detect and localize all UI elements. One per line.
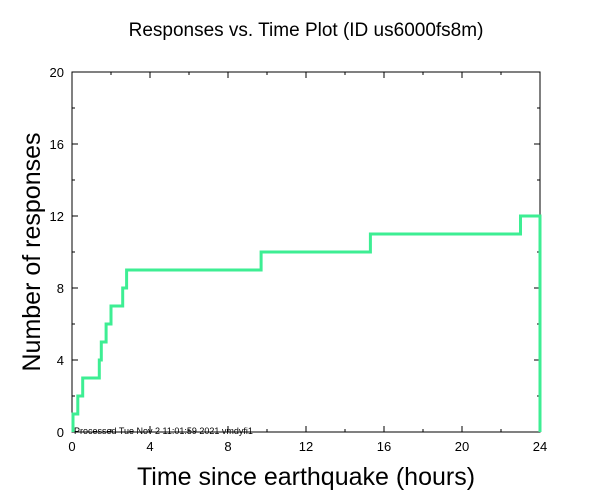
y-tick-label: 4 xyxy=(57,353,64,368)
chart-title: Responses vs. Time Plot (ID us6000fs8m) xyxy=(129,20,484,41)
responses-step-line xyxy=(71,214,542,432)
x-tick-label: 16 xyxy=(377,439,391,454)
y-tick-label: 20 xyxy=(50,65,64,80)
y-tick-label: 16 xyxy=(50,137,64,152)
processed-footnote: Processed Tue Nov 2 11:01:59 2021 vmdyfi… xyxy=(74,426,253,436)
x-axis-label: Time since earthquake (hours) xyxy=(137,463,475,491)
x-tick-label: 24 xyxy=(533,439,547,454)
x-tick-label: 12 xyxy=(299,439,313,454)
x-tick-label: 8 xyxy=(224,439,231,454)
x-tick-label: 0 xyxy=(68,439,75,454)
x-tick-label: 20 xyxy=(455,439,469,454)
tick-labels: 0 4 8 12 16 20 24 0 4 8 12 16 20 xyxy=(50,65,548,454)
y-tick-label: 0 xyxy=(57,425,64,440)
y-axis-label: Number of responses xyxy=(18,132,46,371)
x-tick-label: 4 xyxy=(146,439,153,454)
y-tick-label: 8 xyxy=(57,281,64,296)
y-tick-label: 12 xyxy=(50,209,64,224)
